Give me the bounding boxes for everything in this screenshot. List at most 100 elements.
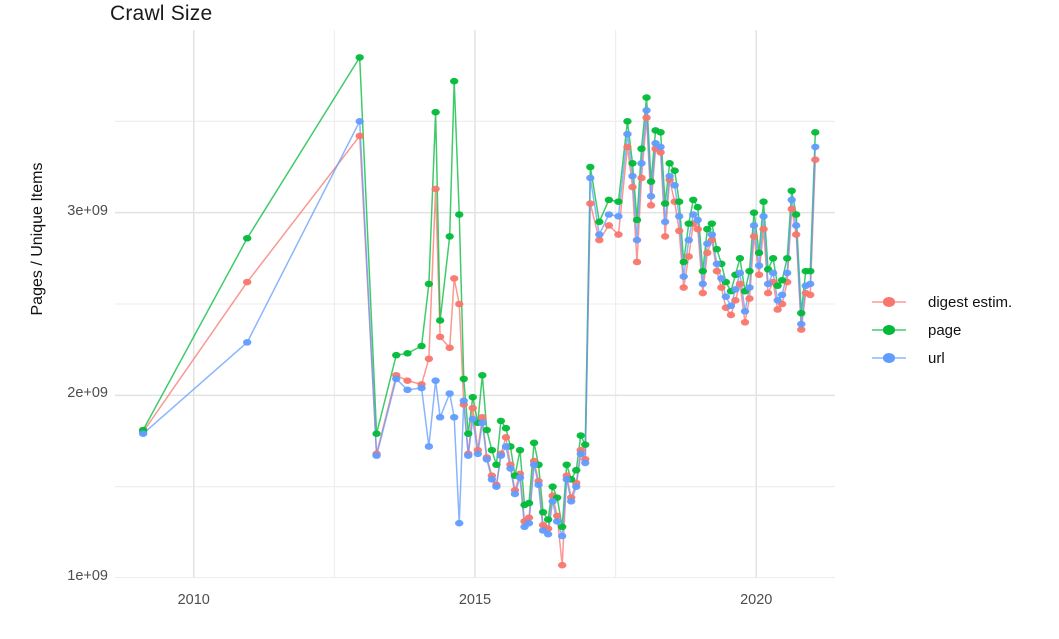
data-point [698, 289, 708, 297]
x-tick-label: 2020 [740, 592, 773, 608]
data-point [581, 459, 590, 467]
data-point [572, 466, 581, 474]
data-point [487, 446, 497, 454]
data-point [703, 225, 712, 233]
data-point [674, 213, 684, 220]
data-point [468, 415, 477, 423]
data-point [586, 200, 595, 207]
data-point [721, 293, 731, 300]
data-point [595, 231, 604, 238]
data-point [487, 476, 497, 483]
data-point [623, 143, 632, 151]
data-point [515, 474, 525, 481]
data-point [646, 202, 656, 209]
data-point [595, 218, 604, 226]
data-point [642, 94, 651, 101]
data-point [759, 225, 768, 233]
data-point [572, 483, 581, 490]
plot-panel [115, 30, 835, 578]
data-point [712, 260, 722, 268]
data-point [811, 156, 820, 163]
data-point [684, 253, 693, 260]
data-point [138, 430, 148, 437]
data-point [372, 452, 381, 459]
data-point [674, 227, 684, 235]
legend-key-icon [872, 319, 906, 341]
data-point [557, 561, 567, 569]
data-point [768, 269, 778, 277]
data-point [557, 523, 567, 531]
data-point [501, 434, 511, 441]
data-point [581, 441, 590, 448]
data-point [242, 234, 252, 242]
data-point [562, 476, 571, 483]
data-point [628, 160, 637, 167]
legend-item-digest-estim-[interactable]: digest estim. [872, 288, 1057, 316]
data-point [355, 54, 364, 61]
data-point [478, 371, 487, 379]
data-point [431, 377, 440, 385]
data-point [392, 375, 401, 383]
data-point [496, 452, 506, 459]
data-point [693, 225, 702, 233]
data-point [712, 245, 722, 253]
data-point [773, 282, 782, 290]
data-point [478, 419, 487, 427]
data-point [482, 455, 492, 463]
x-tick-label: 2010 [177, 592, 210, 608]
legend-dot-icon [883, 325, 895, 335]
data-point [754, 262, 764, 269]
data-point [684, 220, 693, 227]
data-point [586, 163, 595, 171]
data-point [524, 499, 534, 507]
data-point [492, 461, 501, 469]
data-point [656, 149, 665, 156]
data-point [492, 483, 501, 490]
data-point [754, 271, 764, 279]
legend-dot-icon [883, 297, 895, 307]
legend-item-page[interactable]: page [872, 316, 1057, 344]
data-point [435, 413, 445, 421]
data-point [749, 233, 759, 240]
data-point [628, 183, 637, 191]
data-point [417, 342, 426, 350]
data-point [670, 181, 679, 189]
data-point [791, 231, 801, 238]
data-point [566, 497, 576, 505]
data-point [576, 450, 585, 458]
data-point [679, 258, 688, 266]
data-point [510, 490, 520, 498]
data-point [464, 452, 473, 459]
data-point [614, 198, 623, 206]
data-point [435, 317, 445, 324]
data-point [665, 160, 674, 167]
data-point [806, 280, 815, 288]
data-point [726, 311, 736, 319]
data-point [759, 198, 768, 206]
data-point [637, 160, 646, 167]
data-point [707, 220, 717, 227]
data-point [529, 461, 539, 469]
data-point [717, 284, 726, 291]
data-point [455, 300, 464, 308]
legend-item-url[interactable]: url [872, 344, 1057, 372]
data-point [424, 280, 434, 288]
data-point [735, 255, 745, 262]
data-point [468, 404, 477, 412]
data-point [632, 236, 642, 244]
data-point [524, 514, 534, 522]
data-point [372, 430, 381, 437]
data-point [660, 218, 670, 226]
data-point [473, 450, 483, 458]
data-point [455, 519, 464, 527]
y-axis-tick-labels: 1e+09 2e+09 3e+09 [0, 0, 108, 639]
data-point [623, 118, 632, 125]
data-point [703, 240, 712, 248]
data-point [431, 108, 440, 116]
data-point [717, 275, 726, 282]
data-point [459, 375, 468, 383]
data-point [693, 216, 702, 224]
data-point [698, 280, 708, 288]
data-point [646, 192, 656, 200]
data-point [242, 339, 252, 346]
